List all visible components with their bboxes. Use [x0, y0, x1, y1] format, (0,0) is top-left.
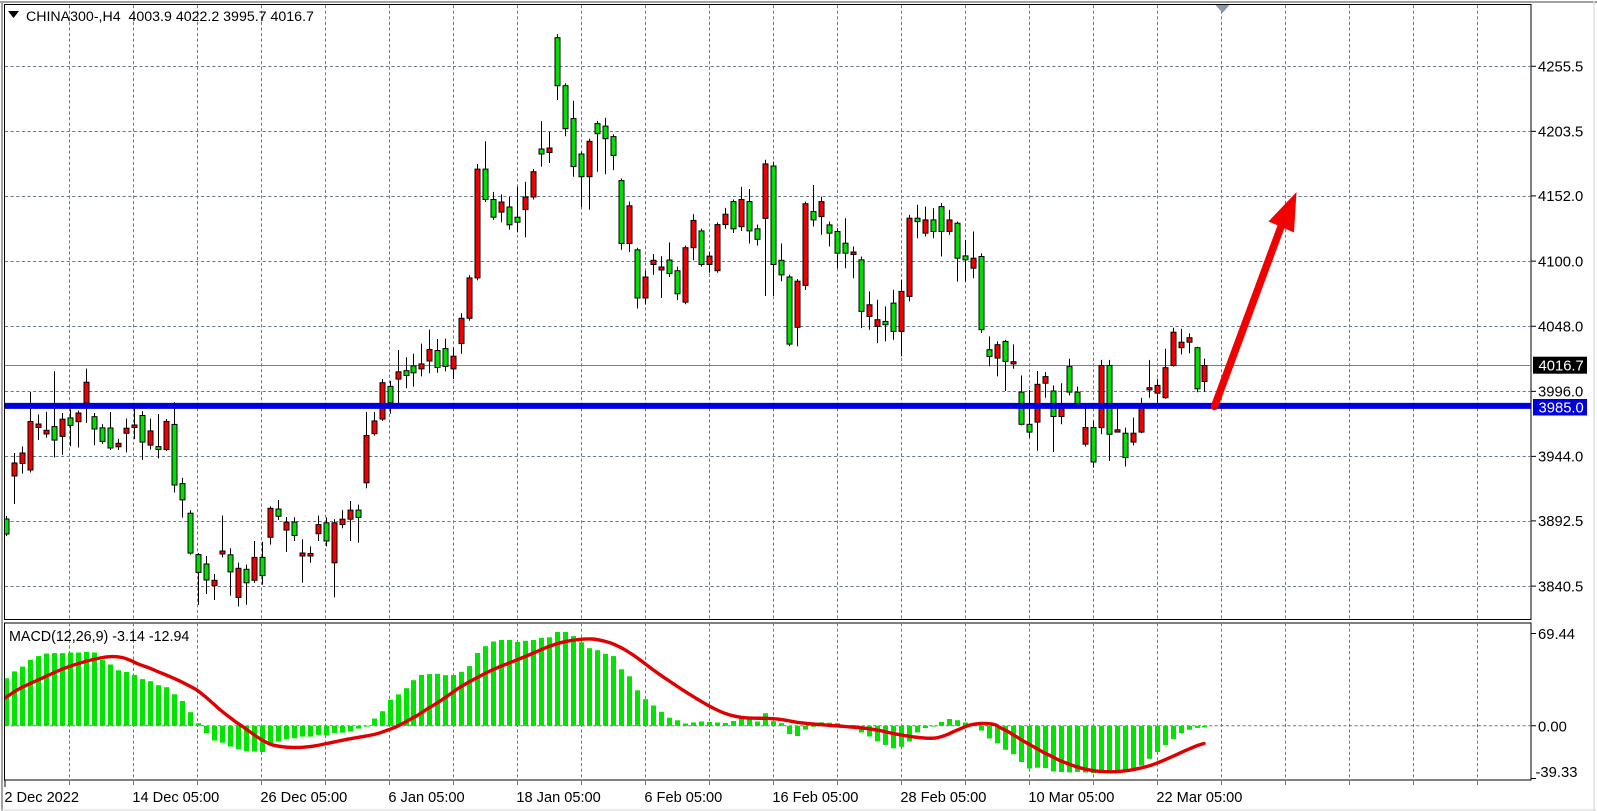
svg-text:2 Dec 2022: 2 Dec 2022 — [4, 790, 79, 806]
svg-text:-39.33: -39.33 — [1536, 765, 1578, 781]
svg-text:22 Mar 05:00: 22 Mar 05:00 — [1156, 790, 1242, 806]
svg-text:28 Feb 05:00: 28 Feb 05:00 — [900, 790, 986, 806]
svg-text:CHINA300-,H4 4003.9 4022.2 39: CHINA300-,H4 4003.9 4022.2 3995.7 4016.7 — [26, 9, 314, 25]
svg-text:3840.5: 3840.5 — [1538, 579, 1583, 595]
svg-text:4152.0: 4152.0 — [1538, 189, 1583, 205]
svg-text:14 Dec 05:00: 14 Dec 05:00 — [132, 790, 219, 806]
svg-text:26 Dec 05:00: 26 Dec 05:00 — [260, 790, 347, 806]
svg-text:16 Feb 05:00: 16 Feb 05:00 — [772, 790, 858, 806]
svg-text:4203.5: 4203.5 — [1538, 125, 1583, 141]
svg-text:6 Jan 05:00: 6 Jan 05:00 — [388, 790, 464, 806]
svg-text:10 Mar 05:00: 10 Mar 05:00 — [1028, 790, 1114, 806]
svg-text:69.44: 69.44 — [1538, 627, 1575, 643]
svg-text:4255.5: 4255.5 — [1538, 60, 1583, 76]
svg-text:3892.5: 3892.5 — [1538, 514, 1583, 530]
svg-text:MACD(12,26,9) -3.14 -12.94: MACD(12,26,9) -3.14 -12.94 — [9, 629, 189, 645]
svg-text:6 Feb 05:00: 6 Feb 05:00 — [644, 790, 722, 806]
svg-text:3944.0: 3944.0 — [1538, 450, 1583, 466]
svg-text:18 Jan 05:00: 18 Jan 05:00 — [516, 790, 600, 806]
svg-text:0.00: 0.00 — [1538, 719, 1567, 735]
svg-text:4100.0: 4100.0 — [1538, 254, 1583, 270]
svg-text:4016.7: 4016.7 — [1539, 358, 1584, 374]
svg-text:4048.0: 4048.0 — [1538, 319, 1583, 335]
svg-text:3996.0: 3996.0 — [1538, 385, 1583, 401]
svg-text:3985.0: 3985.0 — [1539, 400, 1584, 416]
